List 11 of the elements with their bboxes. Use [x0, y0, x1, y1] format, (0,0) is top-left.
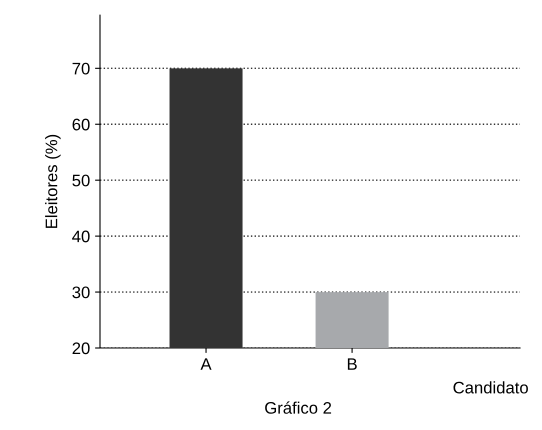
text: Gráfico 2: [265, 401, 332, 414]
x-axis-title: Candidato: [454, 381, 528, 394]
x-tick-label: B: [348, 358, 357, 370]
y-tick-label: 40: [72, 230, 90, 242]
y-tick-label: 30: [72, 286, 90, 298]
y-tick-label: 50: [72, 174, 90, 186]
y-tick-label: 60: [72, 118, 90, 130]
y-axis-title: Eleitores (%): [45, 134, 61, 228]
y-tick-label: 70: [72, 62, 90, 75]
x-tick-label: A: [200, 358, 212, 370]
y-tick-label: 20: [72, 342, 90, 354]
